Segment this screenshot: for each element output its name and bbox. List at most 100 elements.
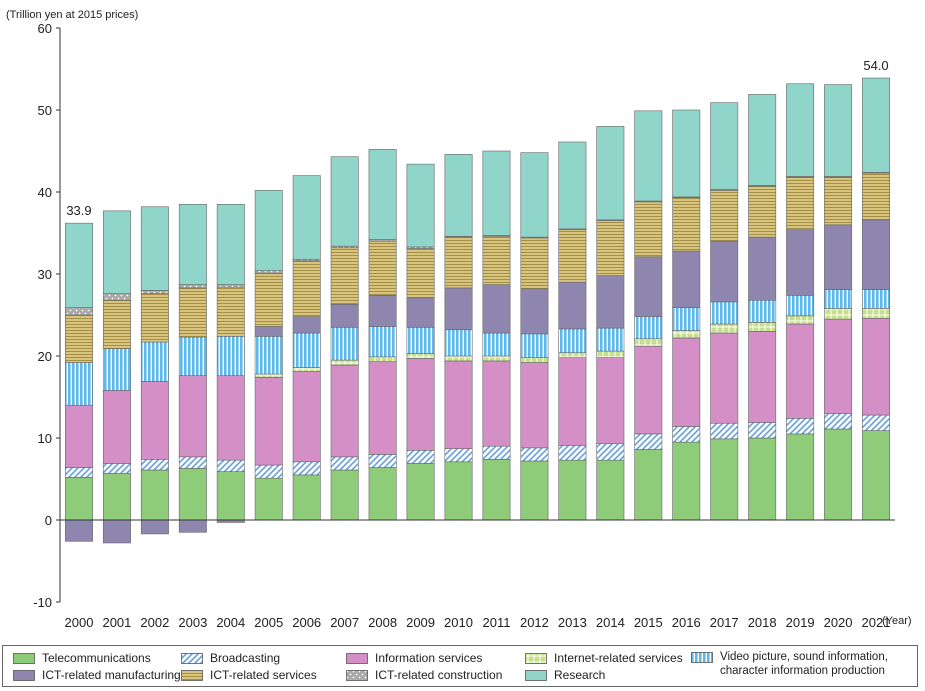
bar-segment (330, 304, 359, 328)
bar-segment (520, 288, 549, 335)
bar-segment (444, 448, 473, 463)
swatch-fill (13, 653, 35, 664)
bar-segment (216, 204, 245, 285)
bar-segment (520, 460, 549, 521)
bar-segment (368, 467, 397, 521)
bar-segment (292, 316, 321, 334)
y-axis-ticks: -10 0 10 20 30 40 50 60 (33, 21, 60, 610)
bar-segment (216, 375, 245, 461)
y-tick-label: 40 (38, 185, 52, 200)
bar-segment (558, 141, 587, 230)
bar-segment (634, 201, 663, 258)
bar-segment (444, 153, 473, 237)
bar-segment (444, 355, 473, 362)
bar-segment (368, 454, 397, 468)
bar-segment (748, 236, 777, 301)
bar-segment (482, 459, 511, 521)
bar-segment (178, 284, 207, 289)
bar-segment (596, 443, 625, 461)
bar-segment (292, 474, 321, 521)
legend-item-research: Research (525, 668, 605, 684)
bar-segment (710, 438, 739, 521)
bar-segment (748, 437, 777, 521)
bar-segment (444, 329, 473, 357)
bar-segment (330, 359, 359, 366)
bar-segment (216, 459, 245, 472)
bar-segment (634, 256, 663, 317)
bar-segment (102, 463, 131, 474)
bar-segment (862, 289, 890, 309)
bar-segment (482, 284, 511, 334)
swatch-fill (181, 653, 203, 664)
legend-swatch (346, 653, 368, 664)
y-tick-label: 30 (38, 267, 52, 282)
legend-label: Telecommunications (42, 651, 151, 665)
bar-segment (102, 519, 131, 544)
bar-segment (368, 361, 397, 455)
x-tick-label: 2019 (786, 615, 815, 630)
bar-segment (520, 362, 549, 449)
bar-segment (406, 163, 435, 248)
bar-segment (406, 358, 435, 451)
bar-segment (444, 287, 473, 331)
bar-segment (102, 390, 131, 464)
bar-segment (178, 519, 207, 533)
legend-swatch (525, 670, 547, 681)
bar-segment (444, 236, 473, 289)
legend-item-ict-related-manufacturing: ICT-related manufacturing (13, 668, 181, 684)
x-tick-label: 2003 (178, 615, 207, 630)
y-tick-label: 60 (38, 21, 52, 36)
x-axis-year-label: (Year) (882, 615, 912, 627)
legend-item-telecommunications: Telecommunications (13, 651, 151, 667)
bar-segment (330, 326, 359, 361)
legend-label: ICT-related construction (375, 668, 503, 682)
legend-item-information-services: Information services (346, 651, 482, 667)
bar-segment (65, 519, 93, 542)
legend-swatch (346, 670, 368, 681)
bar-segment (292, 175, 321, 260)
y-tick-label: 20 (38, 349, 52, 364)
legend-item-video-picture: Video picture, sound information, charac… (691, 650, 920, 684)
bar-segment (748, 422, 777, 439)
bar-segment (786, 176, 815, 231)
x-tick-label: 2009 (406, 615, 435, 630)
bar-segment (786, 229, 815, 296)
bar-segment (672, 307, 701, 331)
bar-segment (596, 126, 625, 221)
bar-segment (292, 260, 321, 317)
x-tick-label: 2020 (824, 615, 853, 630)
bar-segment (596, 357, 625, 445)
bar-segment (292, 461, 321, 476)
bar-segment (710, 240, 739, 303)
bar-segment (140, 206, 169, 291)
swatch-fill (525, 670, 547, 681)
y-unit-label: (Trillion yen at 2015 prices) (6, 9, 138, 21)
bar-segment (558, 229, 587, 283)
bar-segment (634, 345, 663, 435)
legend-label: ICT-related services (210, 668, 317, 682)
legend-label: ICT-related manufacturing (42, 668, 181, 682)
bar-segment (368, 356, 397, 363)
x-tick-label: 2013 (558, 615, 587, 630)
x-tick-label: 2015 (634, 615, 663, 630)
bar-segment (482, 360, 511, 447)
bar-segment (824, 84, 853, 177)
bar-segment (824, 224, 853, 290)
bar-segment (482, 445, 511, 460)
bar-segment (102, 210, 131, 294)
bar-segment (520, 237, 549, 290)
bar-segment (65, 477, 93, 521)
bar-segment (330, 247, 359, 305)
bar-segment (482, 355, 511, 362)
x-tick-label: 2014 (596, 615, 625, 630)
bar-segment (482, 150, 511, 236)
bar-segment (824, 289, 853, 309)
bar-segment (634, 316, 663, 340)
bar-segment (824, 318, 853, 414)
legend-swatch (181, 653, 203, 664)
bar-segment (862, 414, 890, 431)
bar-segment (824, 413, 853, 430)
bar-segment (140, 381, 169, 460)
swatch-fill (691, 652, 713, 663)
